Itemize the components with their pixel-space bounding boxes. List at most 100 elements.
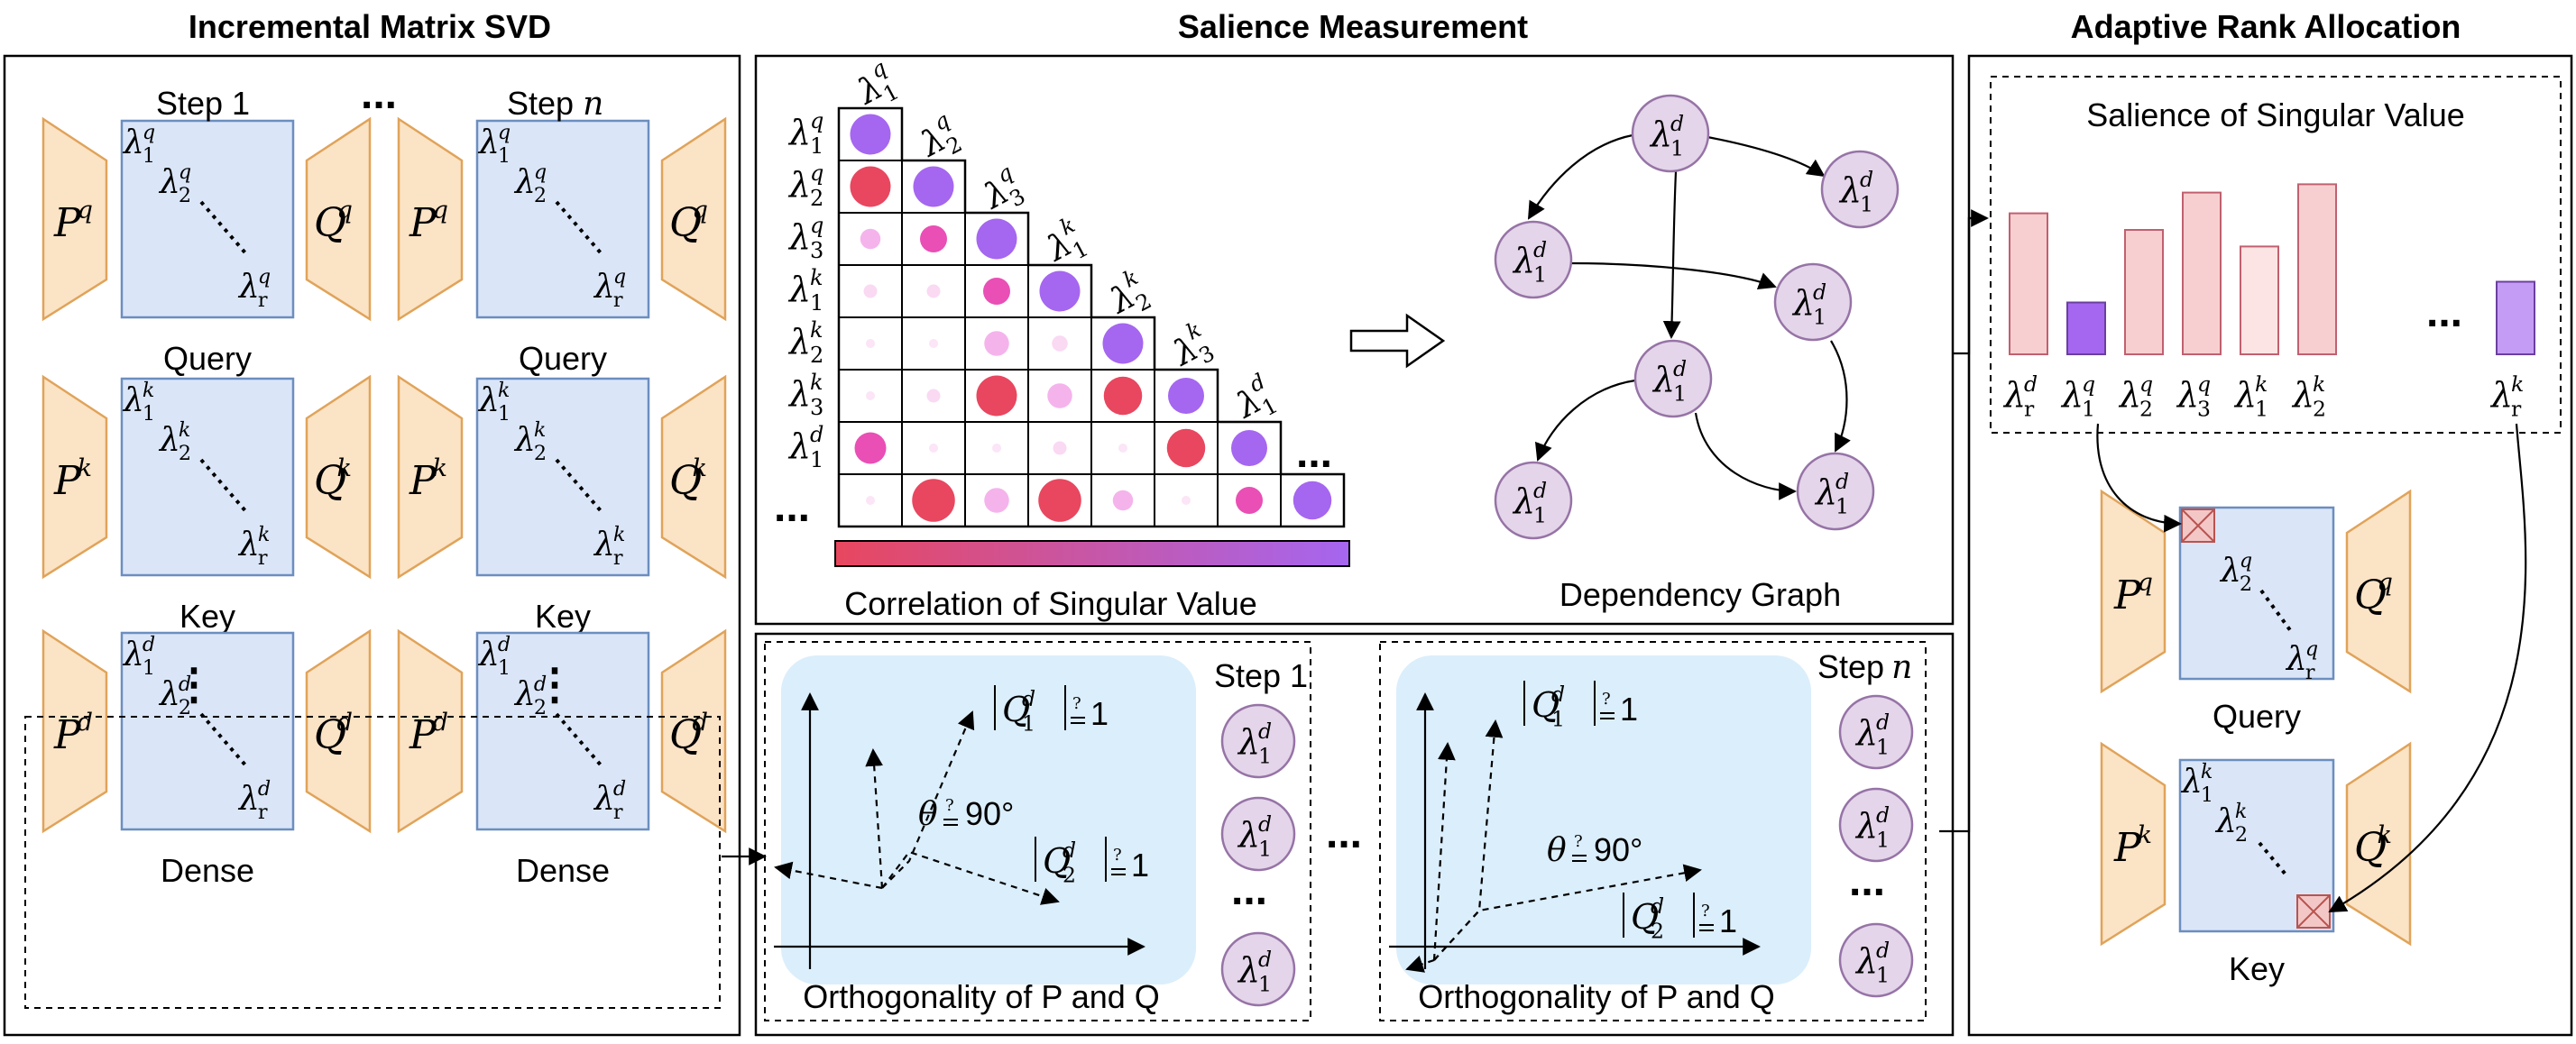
ortho-stepn-q2-one: 1 [1719,902,1737,939]
alloc-query-lambdar-base: λ [2285,641,2307,678]
correlation-cell-3-0 [863,284,878,298]
ortho-step1-q2-norm: Qd2? 1 [1035,837,1149,888]
graph-edge-2 [1662,170,1681,339]
ortho-stepn-q2-qmark: ? [1701,902,1710,920]
svd-dense-stepn-q-label: Qd [669,709,708,758]
ortho-stepn-q2-sym-sub: 2 [1651,919,1664,944]
alloc-key-label: Key [2229,950,2285,987]
correlation-cell-6-0 [854,432,887,464]
graph-edge-0 [1527,133,1633,220]
corr-row-sub-5: 3 [810,395,823,420]
svd-step1-header: Step 1 [156,85,250,122]
svd-key-step1-lambda2-sup: k [179,418,191,442]
graph-node-label-4-sub: 1 [1673,381,1687,407]
svd-dense-stepn-p-label-sup: d [433,709,448,737]
svd-query-step1-q-label-base: Q [314,200,346,246]
salience-bar-label-1: λq1 [2060,371,2095,422]
svd-dense-step1-lambda2-sub: 2 [179,696,191,719]
ortho-step1-caption: Orthogonality of P and Q [803,978,1160,1015]
ortho-stepn-q1-sym-base: Q [1532,685,1559,725]
salience-bar-label-3: λq3 [2176,371,2211,422]
graph-node-label-5: λd1 [1512,478,1547,528]
svd-dense-stepn-p-trapezoid [397,628,464,834]
salience-bar-label-6: λkr [2489,371,2524,422]
svd-key-stepn-lambda1-sub: 1 [498,402,511,426]
correlation-cell-7-6 [1236,487,1263,514]
svd-dense-step1-q-label-sup: d [337,709,353,737]
correlation-cell-7-0 [866,496,875,505]
ortho-step1-q2-sym-sup: d [1063,838,1076,863]
arrow-lambdark-to-key [2328,423,2527,912]
salience-bar-2 [2124,229,2164,355]
correlation-cell-4-3 [1052,335,1068,352]
alloc-query-lambda2: λq2 [2219,549,2252,596]
svd-top-ellipsis: ... [361,70,397,118]
svd-query-step1-q-trapezoid [305,116,372,322]
svd-dense-step1-p-label: Pd [53,709,93,758]
corr-row-sup-6: d [810,422,823,447]
svd-query-stepn-lambdar-sup: q [613,265,626,288]
svd-dense-stepn-lambda2-base: λ [513,676,536,713]
ortho-step1-node-label-1-base: λ [1237,815,1260,855]
salience-bar-label-1-sup: q [2082,371,2095,397]
svd-query-stepn-p-label: Pq [409,197,448,246]
correlation-cell-3-1 [926,284,941,298]
ortho-stepn-node-label-2-base: λ [1854,941,1878,981]
arrow-ortho-connector [1939,216,1984,833]
ortho-stepn-p-vector-a [1405,955,1435,973]
graph-node-label-5-sub: 1 [1533,503,1547,528]
alloc-key-lambda2-sub: 2 [2235,823,2248,847]
svd-dense-step1-lambdar-sub: r [258,801,268,824]
svd-query-stepn-p-label-sup: q [433,197,448,224]
ortho-stepn-q2-vector [1433,864,1702,961]
ortho-step1-q1-vector [881,710,975,889]
alloc-key-p-trapezoid [2100,741,2167,947]
svd-key-step1-q-label-base: Q [314,458,346,504]
svd-query-step1-lambda1-base: λ [122,124,144,161]
ortho-step1-node-label-0-sub: 1 [1258,744,1272,769]
graph-node-3 [1773,262,1853,342]
ortho-step1-dashed-box [764,641,1311,1021]
correlation-cell-5-4 [1103,376,1143,416]
svd-dense-stepn-label: Dense [516,852,610,889]
svd-query-step1-lambda2-sup: q [179,160,191,184]
svd-dense-stepn-lambda1-base: λ [477,636,500,673]
ortho-stepn-node-label-2-sub: 1 [1876,963,1890,988]
graph-edge-3 [1570,261,1777,290]
corr-row-sub-3: 1 [810,290,823,316]
svd-key-stepn-q-trapezoid [660,374,727,580]
alloc-key-lambda2-sup: k [2235,800,2248,823]
svd-key-stepn-q-label-sup: k [693,454,708,482]
svd-dense-step1-lambda1-base: λ [122,636,144,673]
svd-key-step1-sigma-matrix [120,377,295,577]
svd-query-step1-label: Query [163,340,252,377]
alloc-key-cross-icon [2296,894,2331,929]
svd-dense-step1-q-label: Qd [314,709,353,758]
svd-dense-stepn-lambda1: λd1 [477,633,511,680]
svd-panel [3,54,741,1037]
ortho-step1-theta: θ? 90° [918,795,1014,833]
corr-row-base-5: λ [787,374,811,414]
alloc-query-p-label-sup: q [2138,569,2153,597]
svd-dense-step1-lambdar-base: λ [237,781,260,818]
svd-query-stepn-sigma-matrix [475,119,650,319]
svd-query-stepn-lambda1: λq1 [477,121,511,168]
svd-key-step1-lambda1-sup: k [143,379,155,402]
graph-node-label-0-base: λ [1649,114,1672,154]
ortho-step1-node-label-1-sup: d [1258,811,1272,837]
svd-key-step1-q-label-sup: k [337,454,353,482]
svd-query-step1-lambdar-sub: r [258,288,268,312]
svd-dense-stepn-lambda1-sup: d [498,633,511,656]
ortho-step1-header: Step 1 [1214,657,1308,694]
alloc-key-lambda1-sub: 1 [2201,783,2213,807]
svd-query-stepn-lambdar: λqr [593,265,626,312]
svd-key-step1-lambda1: λk1 [122,379,155,426]
correlation-panel [754,54,1955,626]
svd-key-step1-diag-dots [199,458,250,516]
correlation-group: λq1λq2λq3λk1λk2λk3λd1λq1λq2λq3λk1λk2λk3λ… [774,55,1446,622]
svd-key-stepn-label: Key [535,598,591,635]
svd-dense-step1-lambda1-sub: 1 [143,656,155,680]
salience-bar-label-5-base: λ [2291,375,2314,415]
graph-edge-1 [1707,135,1826,178]
